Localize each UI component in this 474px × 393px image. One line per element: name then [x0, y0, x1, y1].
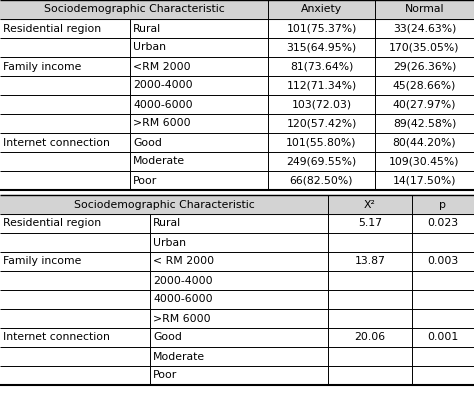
Text: >RM 6000: >RM 6000 — [133, 119, 191, 129]
Text: 101(75.37%): 101(75.37%) — [286, 24, 357, 33]
Text: 29(26.36%): 29(26.36%) — [393, 61, 456, 72]
Text: 20.06: 20.06 — [355, 332, 385, 343]
Text: >RM 6000: >RM 6000 — [153, 314, 210, 323]
Text: Anxiety: Anxiety — [301, 4, 342, 15]
Text: p: p — [439, 200, 447, 209]
Text: 4000-6000: 4000-6000 — [133, 99, 192, 110]
Text: 103(72.03): 103(72.03) — [292, 99, 352, 110]
Text: 0.023: 0.023 — [428, 219, 458, 228]
Text: Normal: Normal — [405, 4, 444, 15]
Text: Urban: Urban — [153, 237, 186, 248]
Text: 109(30.45%): 109(30.45%) — [389, 156, 460, 167]
Text: 81(73.64%): 81(73.64%) — [290, 61, 353, 72]
Text: 66(82.50%): 66(82.50%) — [290, 176, 353, 185]
Text: 45(28.66%): 45(28.66%) — [393, 81, 456, 90]
Text: Moderate: Moderate — [133, 156, 185, 167]
Text: Internet connection: Internet connection — [3, 332, 110, 343]
Text: <RM 2000: <RM 2000 — [133, 61, 191, 72]
Text: Rural: Rural — [153, 219, 181, 228]
Text: Sociodemographic Characteristic: Sociodemographic Characteristic — [73, 200, 255, 209]
Text: 80(44.20%): 80(44.20%) — [392, 138, 456, 147]
Text: 13.87: 13.87 — [355, 257, 385, 266]
Text: 40(27.97%): 40(27.97%) — [393, 99, 456, 110]
Text: 0.001: 0.001 — [428, 332, 459, 343]
Text: 5.17: 5.17 — [358, 219, 382, 228]
Text: 2000-4000: 2000-4000 — [153, 275, 213, 285]
Text: 249(69.55%): 249(69.55%) — [286, 156, 356, 167]
Text: 120(57.42%): 120(57.42%) — [286, 119, 357, 129]
Text: Family income: Family income — [3, 61, 82, 72]
Text: 101(55.80%): 101(55.80%) — [286, 138, 357, 147]
Text: 112(71.34%): 112(71.34%) — [286, 81, 356, 90]
Text: 2000-4000: 2000-4000 — [133, 81, 192, 90]
Text: Good: Good — [153, 332, 182, 343]
Text: 170(35.05%): 170(35.05%) — [389, 42, 460, 53]
Text: Residential region: Residential region — [3, 219, 101, 228]
Text: Poor: Poor — [153, 371, 177, 380]
Bar — [0, 195, 474, 214]
Text: Rural: Rural — [133, 24, 161, 33]
Text: X²: X² — [364, 200, 376, 209]
Text: Moderate: Moderate — [153, 351, 205, 362]
Text: Urban: Urban — [133, 42, 166, 53]
Text: Residential region: Residential region — [3, 24, 101, 33]
Text: Internet connection: Internet connection — [3, 138, 110, 147]
Text: 14(17.50%): 14(17.50%) — [393, 176, 456, 185]
Text: 4000-6000: 4000-6000 — [153, 294, 213, 305]
Text: Family income: Family income — [3, 257, 82, 266]
Text: Poor: Poor — [133, 176, 157, 185]
Text: 0.003: 0.003 — [428, 257, 459, 266]
Text: Good: Good — [133, 138, 162, 147]
Text: 89(42.58%): 89(42.58%) — [393, 119, 456, 129]
Bar — [0, 0, 474, 19]
Text: Sociodemographic Characteristic: Sociodemographic Characteristic — [44, 4, 224, 15]
Text: < RM 2000: < RM 2000 — [153, 257, 214, 266]
Text: 315(64.95%): 315(64.95%) — [286, 42, 356, 53]
Text: 33(24.63%): 33(24.63%) — [393, 24, 456, 33]
